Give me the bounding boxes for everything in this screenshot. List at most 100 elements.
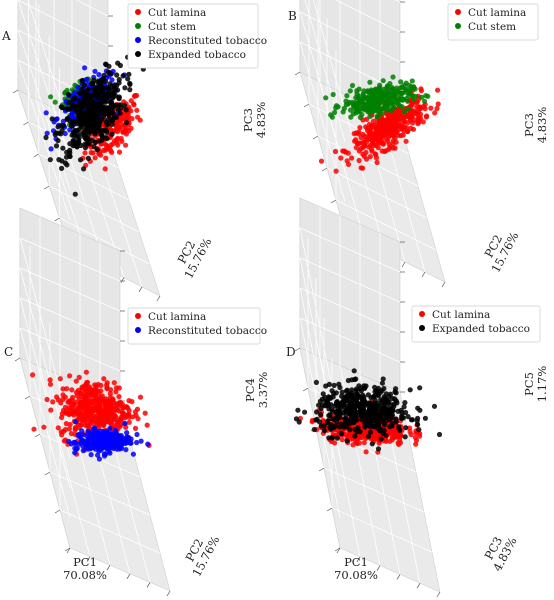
scatter-point: [356, 157, 362, 164]
axis-tick: [376, 565, 381, 571]
scatter-point: [352, 433, 358, 439]
grid-line: [299, 257, 401, 303]
scatter-point: [313, 417, 319, 423]
scatter-point: [77, 157, 84, 163]
scatter-point: [69, 113, 75, 119]
scatter-point: [100, 438, 106, 444]
grid-line: [335, 199, 437, 251]
scatter-point: [52, 99, 58, 105]
scatter-point: [432, 110, 438, 116]
scatter-point: [132, 409, 138, 415]
grid-line: [49, 185, 140, 233]
legend-marker: [135, 9, 141, 15]
scatter-point: [144, 422, 150, 428]
scatter-point: [107, 81, 113, 87]
scatter-point: [103, 78, 109, 84]
scatter-point: [126, 71, 132, 77]
scatter-point: [121, 113, 127, 119]
scatter-point: [132, 93, 138, 99]
grid-line: [75, 0, 109, 17]
scatter-point: [431, 403, 438, 409]
scatter-point: [405, 106, 411, 112]
grid-line: [17, 29, 109, 77]
axis-variance: 1.17%: [535, 366, 549, 403]
scatter-point: [393, 139, 399, 145]
scatter-point: [105, 410, 111, 417]
grid-line: [49, 471, 151, 516]
axis-tick: [302, 387, 309, 392]
scatter-point: [341, 409, 347, 416]
scatter-point: [379, 409, 385, 415]
scatter-point: [395, 88, 401, 94]
scatter-point: [361, 383, 367, 389]
axis-tick: [330, 199, 337, 204]
scatter-point: [356, 129, 362, 135]
scatter-point: [79, 78, 85, 84]
scatter-point: [105, 94, 111, 100]
axis-tick: [421, 271, 426, 278]
scatter-point: [435, 101, 441, 107]
scatter-point: [374, 98, 380, 104]
scatter-point: [378, 436, 384, 442]
axis-label-pc4: PC4 3.37%: [243, 372, 270, 409]
scatter-point: [353, 95, 359, 101]
scatter-point: [329, 114, 335, 120]
scatter-point: [319, 396, 325, 402]
axis-tick: [106, 565, 111, 571]
scatter-point: [85, 136, 91, 142]
axis-tick: [321, 167, 328, 172]
scatter-point: [112, 402, 119, 408]
scatter-point: [85, 86, 91, 92]
scatter-point: [78, 90, 84, 96]
axis-tick: [120, 277, 125, 283]
scatter-point: [336, 381, 342, 387]
scatter-point: [58, 104, 64, 110]
scatter-point: [67, 373, 73, 379]
scatter-point: [360, 91, 366, 97]
grid-line: [304, 0, 346, 143]
axis-tick: [294, 347, 301, 352]
scatter-point: [399, 124, 405, 130]
scatter-point: [399, 90, 405, 96]
scatter-point: [101, 376, 107, 382]
scatter-point: [349, 155, 355, 161]
scatter-point: [398, 94, 404, 100]
scatter-point: [423, 114, 429, 120]
scatter-point: [69, 405, 75, 411]
scatter-point: [76, 401, 82, 407]
scatter-point: [123, 120, 130, 126]
grid-line: [19, 327, 71, 519]
scatter-point: [74, 407, 81, 413]
scatter-point: [375, 126, 381, 132]
scatter-point: [58, 131, 64, 137]
scatter-point: [379, 380, 385, 386]
scatter-point: [76, 396, 82, 402]
scatter-point: [339, 389, 345, 395]
scatter-point: [67, 141, 73, 147]
scatter-point: [71, 137, 77, 144]
scatter-point: [405, 414, 411, 420]
scatter-point: [377, 87, 383, 93]
legend-label: Reconstituted tobacco: [148, 325, 267, 337]
scatter-point: [338, 430, 344, 436]
scatter-point: [79, 409, 85, 415]
scatter-point: [380, 398, 386, 404]
scatter-point: [363, 449, 369, 455]
scatter-point: [367, 79, 373, 85]
scatter-point: [116, 394, 122, 400]
scatter-point: [409, 417, 416, 423]
legend-label: Cut lamina: [432, 309, 490, 321]
scatter-point: [332, 403, 338, 409]
scatter-point: [96, 151, 102, 157]
scatter-point: [353, 145, 359, 151]
scatter-point: [87, 111, 93, 117]
scatter-point: [383, 148, 389, 154]
grid-line: [19, 327, 121, 372]
scatter-point: [49, 116, 55, 122]
scatter-point: [329, 388, 335, 394]
scatter-point: [59, 411, 65, 417]
